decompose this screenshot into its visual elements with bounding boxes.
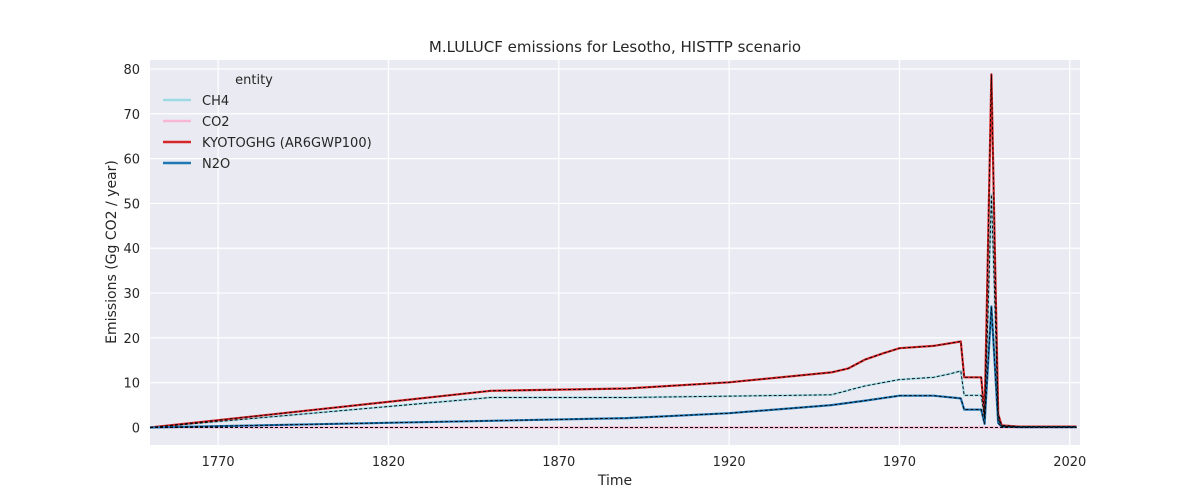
y-tick-label: 60 xyxy=(123,153,140,168)
legend-label: N2O xyxy=(202,157,230,172)
series-layer xyxy=(149,73,1077,429)
plot-area xyxy=(150,60,1080,445)
legend-label: CO2 xyxy=(202,115,230,130)
y-tick-label: 80 xyxy=(123,63,140,78)
x-tick-label: 1770 xyxy=(202,455,235,470)
x-tick-label: 1970 xyxy=(883,455,916,470)
legend-label: KYOTOGHG (AR6GWP100) xyxy=(202,136,372,151)
y-tick-label: 30 xyxy=(123,287,140,302)
y-axis-title: Emissions (Gg CO2 / year) xyxy=(104,160,120,344)
series-overlay-kyotoghg-ar6gwp100 xyxy=(149,74,1077,428)
y-tick-label: 20 xyxy=(123,332,140,347)
tick-labels: 1770 1820 1870 1920 1970 2020 0 10 20 30 40 50 60 70 8… xyxy=(123,63,1086,470)
grid xyxy=(150,60,1080,445)
legend: entity CH4 CO2 KYOTOGHG (AR6GWP100) N2O xyxy=(163,73,372,172)
series-line-n2o xyxy=(149,305,1077,429)
y-tick-label: 50 xyxy=(123,197,140,212)
y-tick-label: 0 xyxy=(132,422,140,437)
y-tick-label: 10 xyxy=(123,377,140,392)
x-tick-label: 2020 xyxy=(1053,455,1086,470)
chart-title: M.LULUCF emissions for Lesotho, HISTTP s… xyxy=(429,38,801,56)
x-tick-label: 1920 xyxy=(713,455,746,470)
y-tick-label: 70 xyxy=(123,108,140,123)
legend-label: CH4 xyxy=(202,94,229,109)
legend-title: entity xyxy=(235,73,273,88)
y-tick-label: 40 xyxy=(123,242,140,257)
x-axis-title: Time xyxy=(597,473,632,489)
x-tick-label: 1820 xyxy=(372,455,405,470)
x-tick-label: 1870 xyxy=(542,455,575,470)
series-overlay-ch4 xyxy=(149,194,1077,428)
